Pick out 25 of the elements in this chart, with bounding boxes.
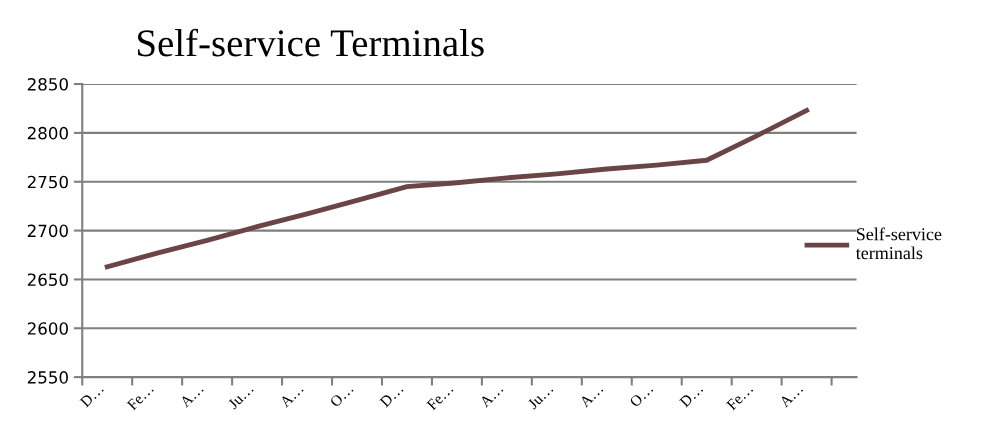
y-tick-label: 2700	[27, 224, 68, 238]
x-tick-label: Fe…	[426, 383, 454, 411]
line-series	[104, 107, 810, 270]
y-tick-label: 2750	[27, 175, 68, 189]
x-tick-label: Ju…	[527, 383, 554, 410]
x-tick-label: Ju…	[227, 383, 254, 410]
x-tick-label: A…	[778, 383, 804, 408]
y-tick-label: 2800	[27, 126, 68, 140]
legend-label: Self-service terminals	[855, 227, 942, 260]
x-tick-label: O…	[329, 383, 354, 408]
x-tick-label: D…	[379, 383, 404, 408]
x-tick-label: D…	[79, 383, 104, 408]
x-tick-label: Fe…	[725, 383, 754, 411]
x-tick-label: A…	[279, 383, 304, 408]
x-tick-label: O…	[629, 383, 654, 408]
y-tick-label: 2850	[27, 78, 68, 91]
x-tick-label: Fe…	[126, 383, 154, 411]
x-tick-label: A…	[179, 383, 204, 408]
y-tick-label: 2550	[27, 371, 68, 384]
y-tick-label: 2650	[27, 273, 68, 286]
chart-title: Self-service Terminals	[138, 28, 484, 57]
x-tick-label: A…	[478, 383, 504, 408]
x-tick-label: A…	[578, 383, 604, 408]
x-tick-label: D…	[679, 383, 704, 408]
y-tick-label: 2600	[27, 322, 68, 335]
